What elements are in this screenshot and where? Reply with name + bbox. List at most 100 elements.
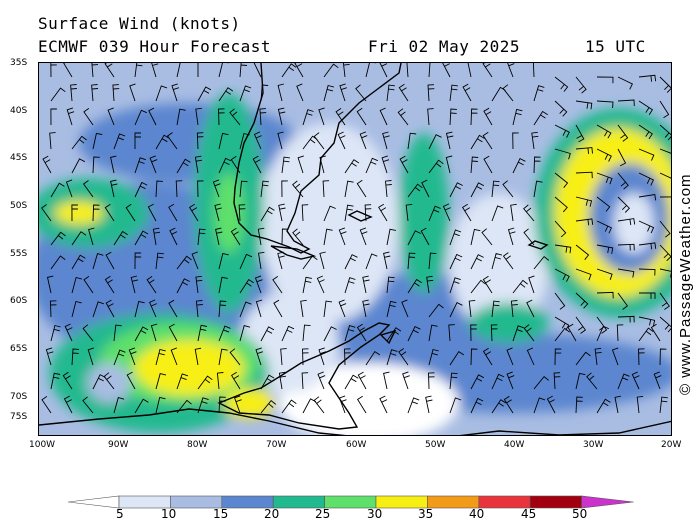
wind-barb <box>169 227 178 246</box>
wind-barb <box>318 347 327 366</box>
wind-barb <box>260 206 275 222</box>
wind-barb <box>659 348 667 366</box>
wind-barb <box>338 227 347 246</box>
wind-barb <box>230 227 241 246</box>
wind-barb <box>659 172 671 179</box>
wind-barb <box>134 157 146 174</box>
wind-barb <box>176 278 190 294</box>
wind-barb <box>87 347 95 366</box>
wind-barb <box>218 300 227 318</box>
wind-barb <box>596 172 613 185</box>
wind-barb <box>638 193 657 201</box>
wind-barb <box>482 63 493 78</box>
wind-barb <box>386 276 395 294</box>
wind-barb <box>575 316 587 334</box>
wind-barb <box>575 171 593 179</box>
wind-barb <box>218 63 229 78</box>
wind-barb <box>617 243 635 251</box>
wind-barb <box>470 254 484 270</box>
wind-barb <box>239 132 250 150</box>
wind-barb <box>107 107 115 126</box>
wind-barb <box>71 231 87 246</box>
wind-barb <box>113 397 125 414</box>
wind-barb <box>278 203 286 222</box>
wind-barb <box>428 159 444 174</box>
wind-barb <box>230 155 241 174</box>
wind-barb <box>426 275 434 294</box>
wind-barb <box>134 109 147 126</box>
wind-barb <box>344 325 356 342</box>
wind-barb <box>176 158 191 174</box>
lon-label-40w: 40W <box>504 440 525 450</box>
wind-barb <box>503 395 514 414</box>
wind-barb <box>356 395 367 414</box>
wind-barb <box>92 253 104 270</box>
wind-barb <box>71 254 86 270</box>
wind-barb <box>229 348 241 366</box>
wind-barb <box>62 371 73 390</box>
wind-barb <box>113 349 126 366</box>
wind-barb <box>281 180 288 198</box>
forecast-date: Fri 02 May 2025 <box>368 37 520 56</box>
wind-barb <box>218 108 225 126</box>
wind-barb <box>278 371 287 390</box>
wind-barb <box>176 255 192 270</box>
wind-barb <box>318 107 325 126</box>
wind-barb <box>428 303 444 318</box>
wind-barbs <box>41 63 671 414</box>
wind-barb <box>254 275 263 294</box>
wind-barb <box>218 157 232 174</box>
wind-barb <box>344 180 354 198</box>
wind-barb <box>215 227 223 246</box>
wind-barb <box>64 323 73 342</box>
wind-barb <box>445 131 454 150</box>
wind-barb <box>553 372 561 390</box>
wind-barb <box>617 315 635 323</box>
lat-label-35s: 35S <box>10 58 28 68</box>
wind-barb <box>166 132 178 150</box>
wind-barb <box>398 83 409 102</box>
wind-barb <box>449 397 462 414</box>
wind-barb <box>554 292 566 310</box>
wind-barb <box>483 155 493 174</box>
wind-barb <box>281 325 295 342</box>
wind-barb <box>586 372 598 390</box>
wind-barb <box>407 132 417 150</box>
wind-barb <box>229 108 241 126</box>
wind-barb <box>323 326 337 342</box>
wind-barb <box>313 132 325 150</box>
wind-barb <box>659 396 668 414</box>
colorbar-cap-high <box>581 495 634 509</box>
lon-label-80w: 80W <box>187 440 208 450</box>
wind-barb <box>50 87 66 102</box>
wind-barb <box>364 204 372 222</box>
wind-barb <box>533 85 545 102</box>
wind-barb <box>195 275 203 294</box>
wind-barb <box>611 347 619 366</box>
wind-barb <box>596 291 614 299</box>
wind-barb <box>523 324 535 342</box>
wind-barb <box>273 299 283 318</box>
wind-barb <box>301 372 309 390</box>
wind-barb <box>490 324 498 342</box>
wind-barb <box>194 347 202 366</box>
wind-barb <box>482 275 493 294</box>
wind-barb <box>659 76 671 93</box>
wind-barb <box>533 156 541 174</box>
wind-barb <box>365 253 378 270</box>
wind-barb <box>617 172 629 190</box>
wind-barb <box>468 299 476 318</box>
wind-barb <box>427 108 434 126</box>
lon-label-30w: 30W <box>583 440 604 450</box>
wind-barb <box>407 183 423 198</box>
wind-barb <box>92 301 104 318</box>
wind-barb <box>113 324 122 342</box>
wind-barb <box>71 135 87 150</box>
wind-barb <box>255 299 263 318</box>
wind-barb <box>239 253 253 270</box>
wind-map[interactable] <box>38 62 672 436</box>
lat-label-70s: 70S <box>10 392 28 402</box>
wind-barb <box>638 148 655 161</box>
wind-barb <box>512 132 519 150</box>
wind-barb <box>355 84 367 102</box>
